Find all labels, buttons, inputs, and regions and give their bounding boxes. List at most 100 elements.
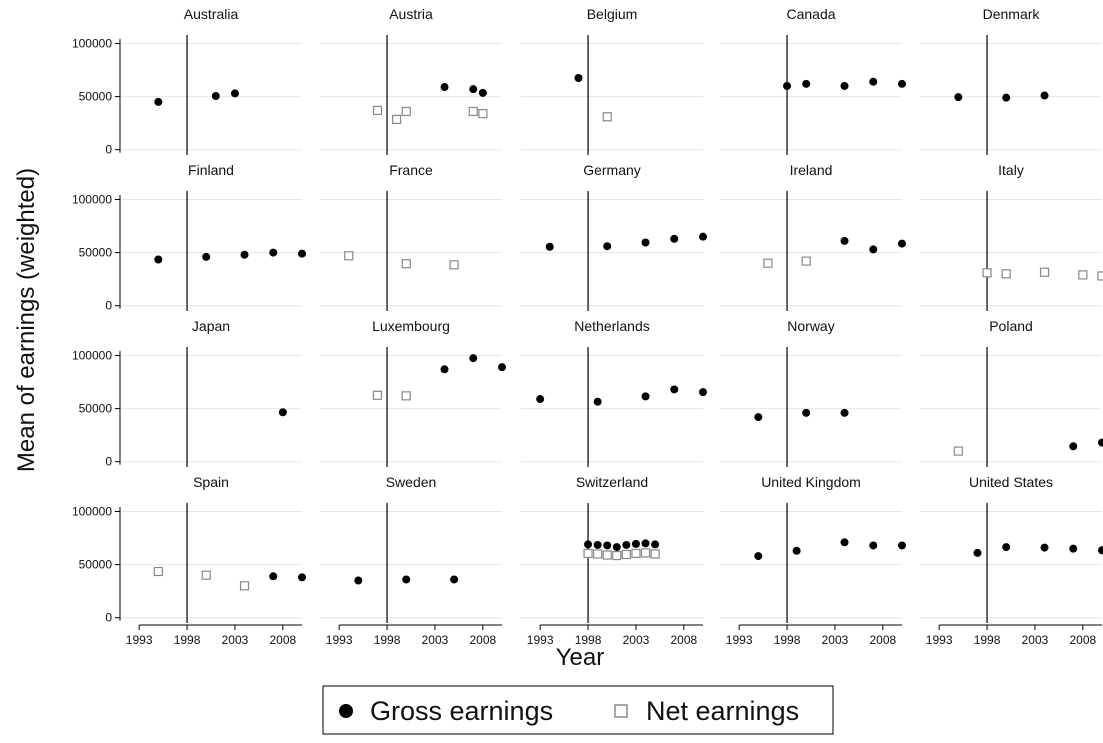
panel-austria: Austria bbox=[320, 6, 502, 155]
gross-earnings-point bbox=[641, 392, 650, 401]
panel-title: Canada bbox=[786, 6, 835, 22]
net-earnings-point bbox=[612, 550, 622, 561]
gross-earnings-point bbox=[631, 539, 640, 548]
net-earnings-point bbox=[401, 106, 411, 117]
x-tick-label: 2008 bbox=[469, 633, 496, 647]
panel-canada: Canada bbox=[720, 6, 906, 155]
panel-norway: Norway bbox=[720, 318, 902, 467]
panel-france: France bbox=[320, 162, 502, 311]
gross-earnings-point bbox=[869, 541, 878, 550]
gross-earnings-point bbox=[802, 79, 811, 88]
gross-earnings-point bbox=[298, 573, 306, 582]
gross-earnings-point bbox=[898, 79, 906, 88]
panel-title: Austria bbox=[389, 6, 433, 22]
y-tick-label: 50000 bbox=[79, 246, 113, 260]
gross-earnings-point bbox=[1002, 93, 1011, 102]
x-tick-label: 1998 bbox=[374, 633, 401, 647]
legend-net-marker bbox=[614, 704, 628, 718]
y-tick-label: 0 bbox=[105, 143, 112, 157]
panel-luxembourg: Luxembourg bbox=[320, 318, 506, 467]
net-earnings-point bbox=[801, 256, 811, 266]
gross-earnings-point bbox=[154, 97, 163, 106]
gross-earnings-point bbox=[440, 83, 449, 92]
panel-title: Belgium bbox=[587, 6, 638, 22]
gross-earnings-point bbox=[584, 540, 593, 549]
gross-earnings-point bbox=[754, 413, 763, 422]
gross-earnings-point bbox=[498, 363, 506, 372]
legend-gross-marker bbox=[339, 704, 353, 718]
gross-earnings-point bbox=[670, 385, 679, 394]
panel-title: Poland bbox=[989, 318, 1033, 334]
net-earnings-point bbox=[468, 106, 478, 117]
legend: Gross earnings Net earnings bbox=[322, 685, 834, 735]
panel-poland: Poland bbox=[920, 318, 1103, 467]
gross-earnings-point bbox=[641, 238, 650, 247]
net-earnings-point bbox=[478, 108, 488, 119]
gross-earnings-point bbox=[603, 242, 612, 251]
x-tick-label: 1993 bbox=[326, 633, 353, 647]
panel-japan: Japan 0 50000 100000 bbox=[72, 318, 302, 469]
gross-earnings-point bbox=[699, 232, 707, 241]
panel-title: Netherlands bbox=[574, 318, 650, 334]
x-tick-label: 2008 bbox=[1069, 633, 1096, 647]
gross-earnings-point bbox=[612, 543, 621, 552]
x-tick-label: 1998 bbox=[774, 633, 801, 647]
net-earnings-point bbox=[401, 259, 411, 269]
x-axis-title: Year bbox=[556, 644, 605, 671]
panel-title: Finland bbox=[188, 162, 234, 178]
y-tick-label: 100000 bbox=[72, 504, 112, 518]
net-earnings-point bbox=[953, 446, 963, 456]
x-tick-label: 2003 bbox=[623, 633, 650, 647]
net-earnings-point bbox=[982, 268, 992, 278]
gross-earnings-point bbox=[1098, 546, 1103, 555]
x-tick-label: 1993 bbox=[726, 633, 753, 647]
y-axis-title: Mean of earnings (weighted) bbox=[13, 168, 40, 472]
gross-earnings-point bbox=[402, 575, 411, 584]
x-tick-label: 1998 bbox=[174, 633, 201, 647]
gross-earnings-point bbox=[954, 93, 963, 102]
x-tick-label: 1993 bbox=[126, 633, 153, 647]
panel-united-states: United States 1993 1998 2003 2008 bbox=[920, 474, 1103, 647]
x-tick-label: 2003 bbox=[1022, 633, 1049, 647]
gross-earnings-point bbox=[754, 552, 763, 561]
y-tick-label: 50000 bbox=[79, 90, 113, 104]
panel-ireland: Ireland bbox=[720, 162, 906, 311]
x-tick-label: 2008 bbox=[869, 633, 896, 647]
gross-earnings-point bbox=[211, 92, 220, 101]
gross-earnings-point bbox=[593, 540, 602, 549]
net-earnings-point bbox=[602, 550, 612, 560]
panel-netherlands: Netherlands bbox=[521, 318, 707, 467]
net-earnings-point bbox=[763, 258, 773, 268]
gross-earnings-point bbox=[651, 540, 660, 549]
panel-united-kingdom: United Kingdom 1993 1998 2003 2008 bbox=[720, 474, 906, 647]
net-earnings-point bbox=[621, 549, 631, 560]
net-earnings-point bbox=[239, 581, 250, 591]
panel-title: France bbox=[389, 162, 433, 178]
panel-germany: Germany bbox=[521, 162, 707, 311]
y-tick-label: 50000 bbox=[79, 402, 113, 416]
gross-earnings-point bbox=[469, 354, 478, 363]
net-earnings-point bbox=[583, 548, 593, 559]
panel-switzerland: Switzerland 1993 1998 2003 2008 bbox=[521, 474, 703, 647]
y-tick-label: 0 bbox=[105, 455, 112, 469]
panel-title: Denmark bbox=[983, 6, 1041, 22]
gross-earnings-point bbox=[1002, 543, 1011, 552]
x-tick-label: 1993 bbox=[926, 633, 953, 647]
y-tick-label: 0 bbox=[105, 299, 112, 313]
gross-earnings-point bbox=[802, 408, 811, 417]
gross-earnings-point bbox=[1098, 438, 1103, 447]
gross-earnings-point bbox=[1040, 91, 1049, 100]
panel-title: Japan bbox=[192, 318, 230, 334]
panel-title: United Kingdom bbox=[761, 474, 861, 490]
panel-denmark: Denmark bbox=[920, 6, 1102, 155]
gross-earnings-point bbox=[536, 395, 545, 404]
gross-earnings-point bbox=[641, 539, 650, 548]
net-earnings-point bbox=[372, 390, 383, 400]
net-earnings-point bbox=[153, 566, 163, 577]
panel-title: Luxembourg bbox=[372, 318, 450, 334]
net-earnings-point bbox=[1001, 269, 1011, 279]
gross-earnings-point bbox=[1069, 544, 1078, 553]
net-earnings-point bbox=[201, 570, 211, 580]
x-tick-label: 2008 bbox=[670, 633, 697, 647]
